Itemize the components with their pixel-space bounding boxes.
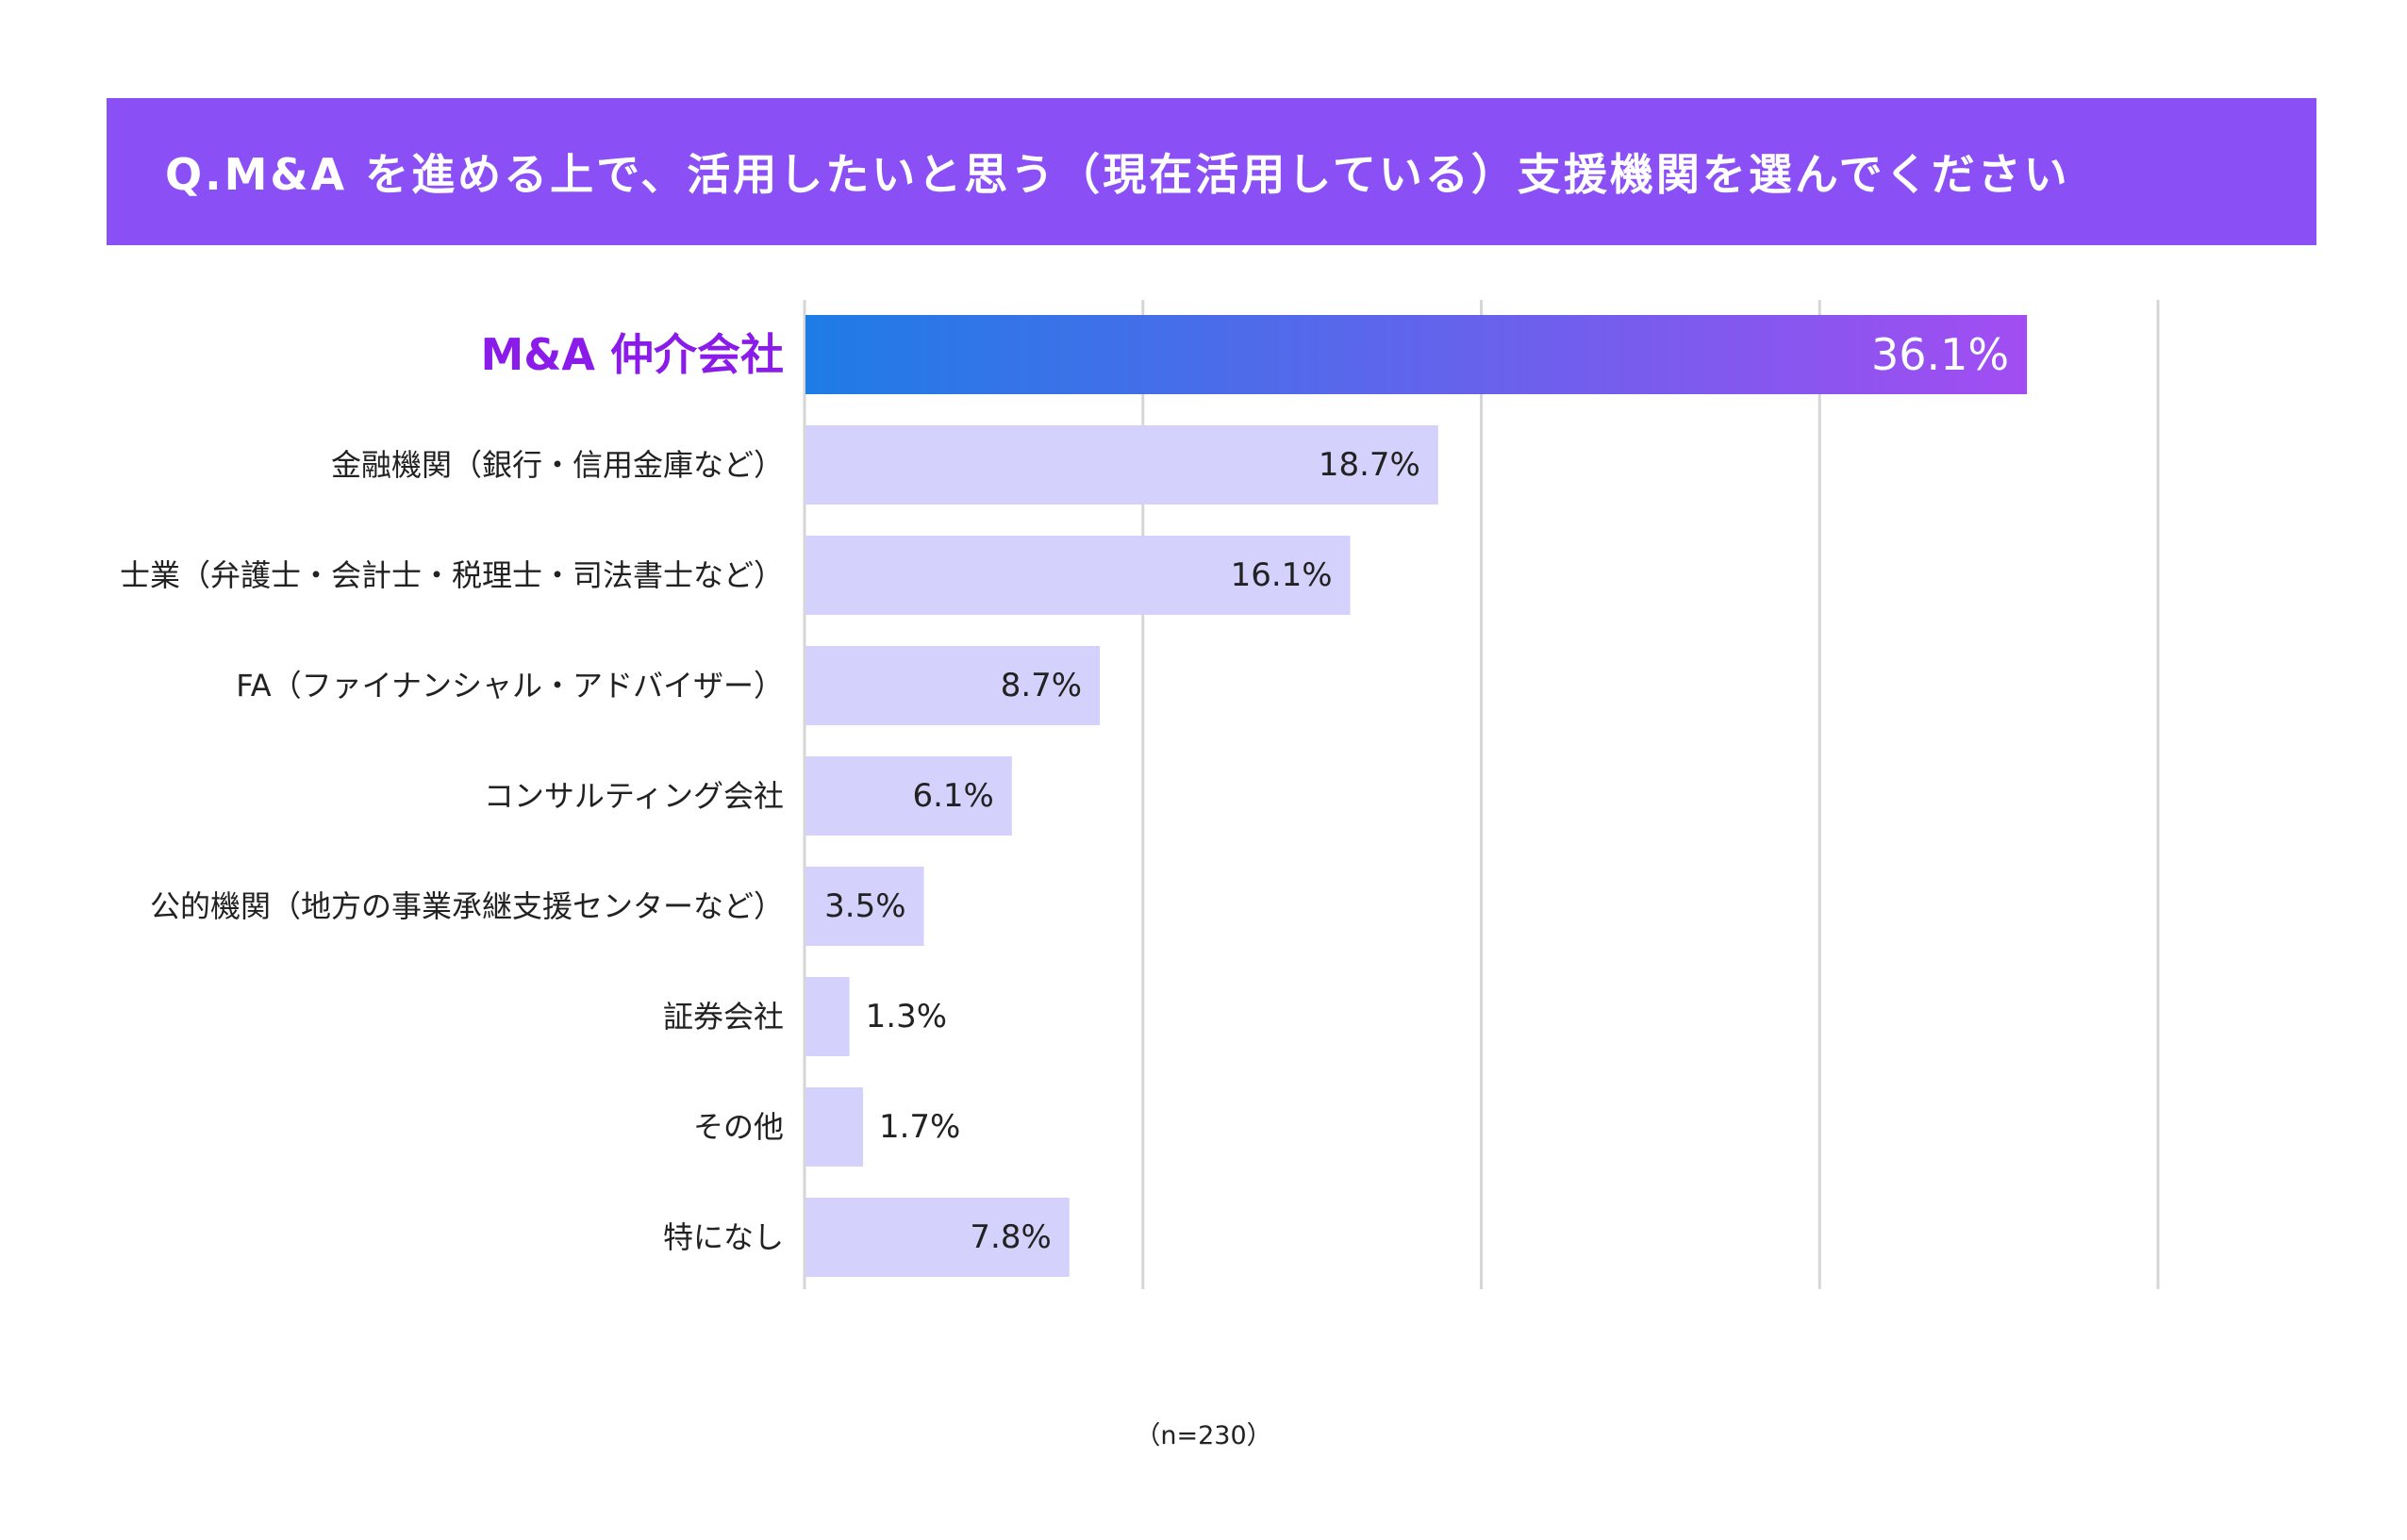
category-label: M&A 仲介会社 [480, 329, 784, 380]
data-label: 16.1% [1231, 556, 1333, 594]
bar [805, 977, 850, 1056]
bar [805, 756, 1012, 836]
data-label: 7.8% [970, 1218, 1051, 1256]
category-label: コンサルティング会社 [484, 778, 784, 814]
bar [805, 1087, 863, 1167]
data-label: 18.7% [1319, 446, 1420, 484]
bar [805, 646, 1101, 725]
bar [805, 425, 1438, 505]
chart-title: Q.M&A を進める上で、活用したいと思う（現在活用している）支援機関を選んでく… [165, 149, 2070, 200]
category-label: 公的機関（地方の事業承継支援センターなど） [150, 888, 784, 924]
category-label: その他 [693, 1109, 784, 1145]
data-label: 1.7% [879, 1108, 960, 1146]
data-label: 3.5% [824, 887, 905, 925]
title-banner: Q.M&A を進める上で、活用したいと思う（現在活用している）支援機関を選んでく… [107, 98, 2316, 245]
category-label: 証券会社 [663, 999, 784, 1035]
category-label: FA（ファイナンシャル・アドバイザー） [236, 668, 784, 704]
category-label: 金融機関（銀行・信用金庫など） [331, 447, 784, 483]
bar [805, 315, 2028, 394]
data-label: 1.3% [866, 998, 947, 1035]
bar [805, 1198, 1070, 1277]
bar [805, 536, 1351, 615]
data-label: 6.1% [912, 777, 993, 815]
bar [805, 867, 924, 946]
category-label: 士業（弁護士・会計士・税理士・司法書士など） [120, 557, 784, 593]
sample-size-note: （n=230） [1135, 1421, 1272, 1450]
data-label: 36.1% [1871, 329, 2009, 380]
data-label: 8.7% [1001, 667, 1082, 704]
category-label: 特になし [663, 1219, 784, 1255]
